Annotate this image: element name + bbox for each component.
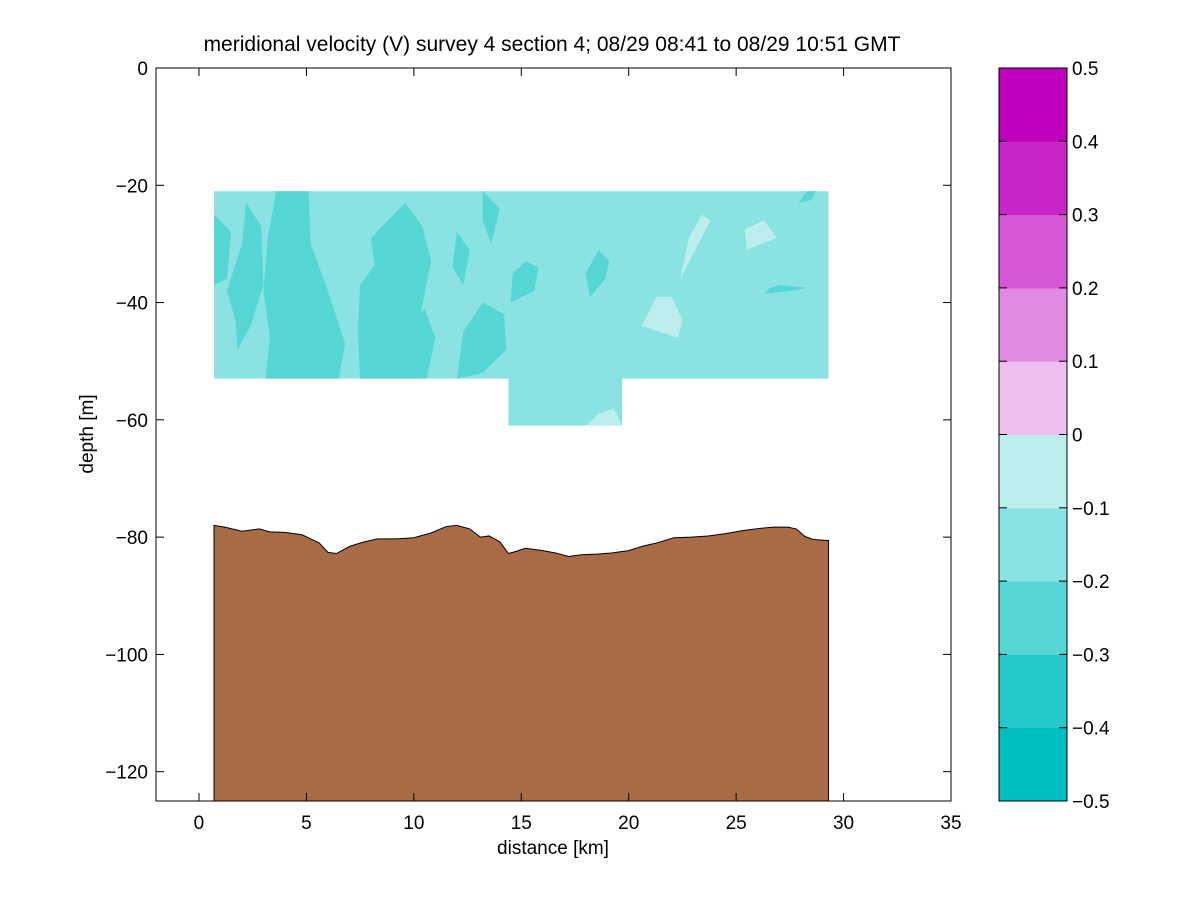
colorbar-band <box>999 581 1067 655</box>
x-tick-label: 5 <box>301 813 312 834</box>
velocity-contour-patch-15 <box>585 408 623 426</box>
colorbar-band <box>999 654 1067 729</box>
x-tick-label: 20 <box>618 813 639 834</box>
colorbar-tick-label: −0.5 <box>1072 792 1110 813</box>
colorbar-tick-label: −0.4 <box>1072 719 1110 740</box>
chart-title: meridional velocity (V) survey 4 section… <box>204 33 901 56</box>
colorbar <box>999 68 1067 802</box>
x-tick-label: 10 <box>403 813 424 834</box>
y-tick-label: −100 <box>105 645 148 666</box>
colorbar-tick-label: 0.5 <box>1072 59 1098 80</box>
colorbar-band <box>999 287 1067 362</box>
colorbar-tick-label: 0.4 <box>1072 132 1099 153</box>
seafloor-bathymetry <box>213 524 830 801</box>
velocity-contour-patch-10 <box>452 232 470 285</box>
x-axis: 0 5 10 15 20 25 30 35 <box>194 68 962 834</box>
colorbar-band <box>999 507 1067 582</box>
colorbar-band <box>999 361 1067 435</box>
velocity-contour-patch-11 <box>798 191 816 203</box>
y-tick-label: 0 <box>137 59 148 80</box>
y-tick-label: −40 <box>116 294 148 315</box>
y-axis: 0 −20 −40 −60 −80 −100 −120 <box>105 59 951 784</box>
velocity-contour-patch-2 <box>263 191 346 379</box>
x-tick-label: 30 <box>833 813 854 834</box>
velocity-contour-patch-13 <box>744 220 777 250</box>
y-tick-label: −20 <box>116 176 148 197</box>
x-tick-label: 15 <box>511 813 532 834</box>
colorbar-band <box>999 214 1067 289</box>
velocity-contour-patch-9 <box>482 191 500 244</box>
y-tick-label: −60 <box>116 411 148 432</box>
velocity-contour-patch-1 <box>226 202 264 350</box>
colorbar-tick-label: 0.3 <box>1072 206 1098 227</box>
velocity-contour-patch-7 <box>585 249 610 297</box>
colorbar-axis: 0.5 0.4 0.3 0.2 0.1 0 −0.1 −0.2 −0.3 −0.4 −0.5 <box>999 59 1110 813</box>
y-axis-label: depth [m] <box>77 394 98 473</box>
colorbar-band <box>999 727 1067 802</box>
colorbar-band <box>999 68 1067 142</box>
velocity-contour-patch-12 <box>680 214 711 280</box>
plot-frame <box>155 67 952 802</box>
velocity-contour-patch-0 <box>214 214 232 285</box>
velocity-field <box>214 191 829 426</box>
velocity-contour-patch-5 <box>456 302 507 379</box>
x-tick-label: 0 <box>194 813 205 834</box>
y-tick-label: −120 <box>105 763 148 784</box>
colorbar-tick-label: 0.1 <box>1072 352 1098 373</box>
x-tick-label: 25 <box>726 813 747 834</box>
velocity-contour-patch-4 <box>370 202 432 356</box>
velocity-contour-patch-6 <box>510 261 539 303</box>
colorbar-tick-label: −0.1 <box>1072 499 1110 520</box>
seafloor-layer <box>213 524 830 801</box>
velocity-contour-patch-14 <box>641 296 683 338</box>
x-tick-label: 35 <box>940 813 961 834</box>
colorbar-tick-label: 0 <box>1072 426 1083 447</box>
colorbar-tick-label: −0.2 <box>1072 572 1110 593</box>
colorbar-tick-label: 0.2 <box>1072 279 1098 300</box>
y-tick-label: −80 <box>116 528 148 549</box>
colorbar-band <box>999 141 1067 216</box>
colorbar-tick-label: −0.3 <box>1072 645 1110 666</box>
colorbar-band <box>999 434 1067 509</box>
velocity-contour-patch-8 <box>764 284 808 294</box>
x-axis-label: distance [km] <box>497 838 609 859</box>
